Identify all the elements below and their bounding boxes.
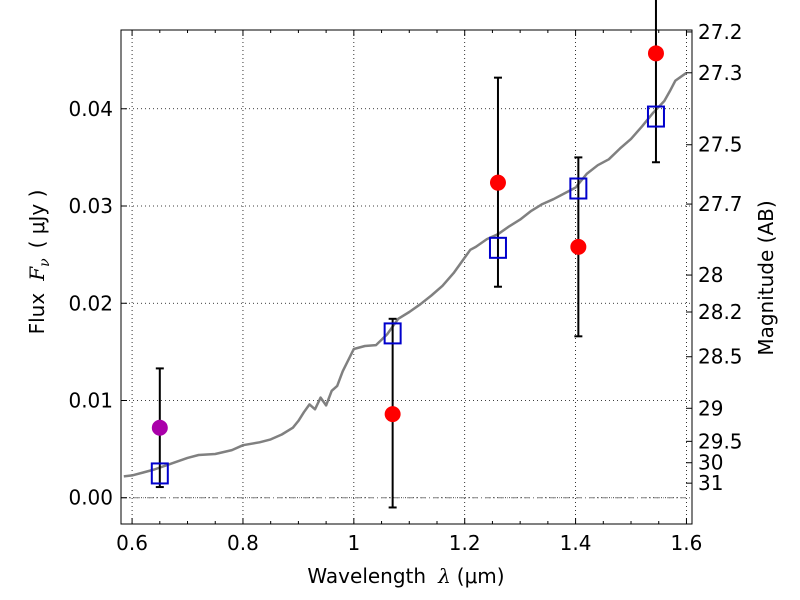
model-photometry-square: [150, 462, 169, 485]
magnitude-tick-label: 27.7: [698, 192, 743, 216]
model-photometry-square: [569, 177, 588, 200]
x-tick-label: 1.4: [560, 531, 592, 555]
error-bars: [155, 0, 660, 509]
magnitude-tick-label: 29: [698, 396, 723, 420]
y-axis-title: FluxFν( μJy ): [25, 190, 53, 335]
x-axis-title: Wavelength λ (μm): [307, 564, 504, 588]
y2-axis-title: Magnitude (AB): [754, 200, 778, 355]
spectrum-polyline: [123, 71, 688, 478]
magnitude-tick-label: 31: [698, 471, 723, 495]
magnitude-tick-label: 27.5: [698, 133, 743, 157]
grid: [121, 30, 692, 524]
y-tick-label: 0.04: [68, 97, 113, 121]
y-tick-label: 0.03: [68, 194, 113, 218]
x-tick-label: 0.8: [227, 531, 259, 555]
model-photometry-square: [383, 322, 402, 345]
magnitude-tick-label: 27.3: [698, 61, 743, 85]
magnitude-tick-label: 27.2: [698, 20, 743, 44]
observed-flux-point: [384, 406, 401, 423]
x-tick-label: 1.2: [449, 531, 481, 555]
magnitude-tick-label: 28.2: [698, 300, 743, 324]
x-tick-label: 1: [347, 531, 360, 555]
magnitude-tick-label: 29.5: [698, 429, 743, 453]
y-tick-label: 0.02: [68, 291, 113, 315]
x-tick-label: 1.6: [671, 531, 703, 555]
magnitude-tick-label: 28: [698, 263, 723, 287]
model-photometry-square: [646, 105, 665, 128]
data-markers: [150, 45, 665, 485]
y-tick-label: 0.00: [68, 486, 113, 510]
model-photometry-square: [488, 236, 507, 259]
x-axis-ticks: 0.6 0.8 1 1.2 1.4 1.6: [116, 30, 702, 555]
spectrum-line: [123, 71, 688, 478]
observed-flux-point: [151, 419, 168, 436]
observed-flux-point: [489, 174, 506, 191]
x-tick-label: 0.6: [116, 531, 148, 555]
magnitude-tick-label: 30: [698, 451, 723, 475]
magnitude-tick-label: 28.5: [698, 345, 743, 369]
observed-flux-point: [570, 238, 587, 255]
plot-frame: [120, 29, 693, 525]
observed-flux-point: [647, 45, 664, 62]
y-axis-ticks: 0.00 0.01 0.02 0.03 0.04: [68, 97, 127, 510]
y-tick-label: 0.01: [68, 389, 113, 413]
